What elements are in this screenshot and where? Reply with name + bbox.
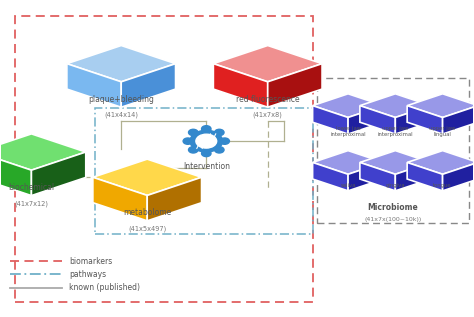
Text: (41x5x497): (41x5x497): [128, 225, 166, 232]
Text: Microbiome: Microbiome: [367, 203, 419, 212]
Circle shape: [189, 129, 198, 136]
Circle shape: [189, 147, 198, 153]
Text: known (published): known (published): [69, 283, 140, 292]
Polygon shape: [268, 64, 322, 107]
Polygon shape: [407, 94, 474, 118]
Polygon shape: [348, 106, 383, 134]
Polygon shape: [93, 159, 201, 195]
Polygon shape: [213, 64, 268, 107]
Polygon shape: [0, 152, 31, 196]
Circle shape: [190, 130, 223, 152]
Text: plaque+bleeding: plaque+bleeding: [88, 94, 154, 104]
Polygon shape: [31, 152, 86, 196]
Text: (41x7x(100~10k)): (41x7x(100~10k)): [365, 217, 421, 222]
Circle shape: [201, 126, 211, 132]
Circle shape: [215, 129, 224, 136]
Polygon shape: [395, 162, 431, 191]
Text: pathways: pathways: [69, 270, 106, 279]
Text: metabolome: metabolome: [123, 208, 171, 217]
Polygon shape: [443, 106, 474, 134]
Polygon shape: [395, 106, 431, 134]
Text: upper jaw
interproximal: upper jaw interproximal: [377, 126, 413, 137]
Polygon shape: [213, 46, 322, 82]
Text: saliva: saliva: [340, 183, 356, 188]
Polygon shape: [93, 177, 147, 221]
Polygon shape: [360, 106, 395, 134]
Polygon shape: [313, 151, 383, 174]
Polygon shape: [407, 151, 474, 174]
Circle shape: [196, 134, 217, 148]
Text: (41x7x8): (41x7x8): [253, 112, 283, 118]
Polygon shape: [360, 151, 431, 174]
Polygon shape: [360, 94, 431, 118]
Polygon shape: [443, 162, 474, 191]
Text: tongue: tongue: [433, 183, 452, 188]
Text: biochemical: biochemical: [9, 183, 55, 192]
Polygon shape: [407, 162, 443, 191]
Circle shape: [220, 138, 229, 144]
Polygon shape: [313, 106, 348, 134]
Text: red fluorescence: red fluorescence: [236, 94, 300, 104]
Circle shape: [183, 138, 192, 144]
Polygon shape: [147, 177, 201, 221]
Text: lower jaw
interproximal: lower jaw interproximal: [330, 126, 366, 137]
Polygon shape: [121, 64, 175, 107]
Text: (41x4x14): (41x4x14): [104, 112, 138, 118]
Circle shape: [201, 150, 211, 157]
Text: (41x7x12): (41x7x12): [14, 200, 48, 207]
Text: Intervention: Intervention: [183, 162, 230, 171]
Polygon shape: [360, 162, 395, 191]
Text: gingiva: gingiva: [385, 183, 405, 188]
Polygon shape: [313, 162, 348, 191]
Polygon shape: [313, 94, 383, 118]
Polygon shape: [407, 106, 443, 134]
Polygon shape: [67, 46, 175, 82]
Polygon shape: [67, 64, 121, 107]
Text: upper jaw
lingual: upper jaw lingual: [429, 126, 456, 137]
Circle shape: [215, 147, 224, 153]
Polygon shape: [0, 134, 86, 170]
Polygon shape: [348, 162, 383, 191]
Text: biomarkers: biomarkers: [69, 256, 112, 266]
